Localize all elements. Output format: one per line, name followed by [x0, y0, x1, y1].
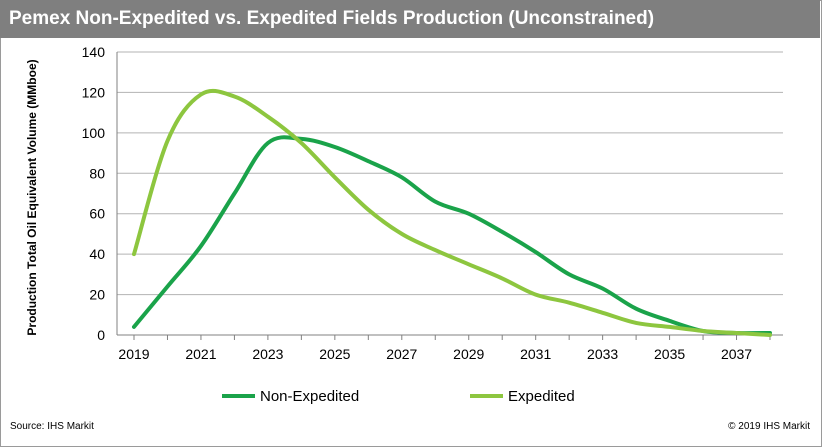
x-tick-label: 2029 [453, 346, 484, 362]
grid-lines [116, 51, 783, 340]
title-bar: Pemex Non-Expedited vs. Expedited Fields… [0, 0, 820, 38]
source-note: Source: IHS Markit [10, 421, 94, 432]
series-line-expedited [132, 88, 772, 337]
x-tick-label: 2037 [721, 346, 752, 362]
y-tick-label: 60 [89, 206, 105, 222]
x-tick-label: 2023 [252, 346, 283, 362]
x-tick-label: 2027 [386, 346, 417, 362]
y-tick-label: 0 [97, 327, 105, 343]
y-tick-label: 100 [82, 125, 106, 141]
y-tick-label: 120 [82, 84, 106, 100]
x-tick-label: 2019 [118, 346, 149, 362]
y-tick-label: 80 [89, 165, 105, 181]
x-tick-label: 2021 [185, 346, 216, 362]
legend-label: Expedited [508, 388, 575, 405]
legend-label: Non-Expedited [260, 388, 359, 405]
x-tick-label: 2031 [520, 346, 551, 362]
series-line-non-expedited [132, 135, 772, 336]
x-tick-label: 2035 [654, 346, 685, 362]
y-tick-label: 40 [89, 246, 105, 262]
legend: Non-Expedited Expedited [222, 388, 575, 405]
x-tick-label: 2025 [319, 346, 350, 362]
y-tick-label: 140 [82, 44, 106, 60]
y-tick-labels: 0 20 40 60 80 100 120 140 [82, 44, 106, 343]
x-tick-label: 2033 [587, 346, 618, 362]
y-tick-label: 20 [89, 287, 105, 303]
series-lines [132, 88, 772, 337]
x-tick-labels: 2019 2021 2023 2025 2027 2029 2031 2033 2035 2037 [118, 346, 752, 362]
chart-title: Pemex Non-Expedited vs. Expedited Fields… [9, 8, 655, 29]
y-axis-label: Production Total Oil Equivalent Volume (… [25, 59, 39, 335]
copyright-note: © 2019 IHS Markit [728, 421, 810, 432]
